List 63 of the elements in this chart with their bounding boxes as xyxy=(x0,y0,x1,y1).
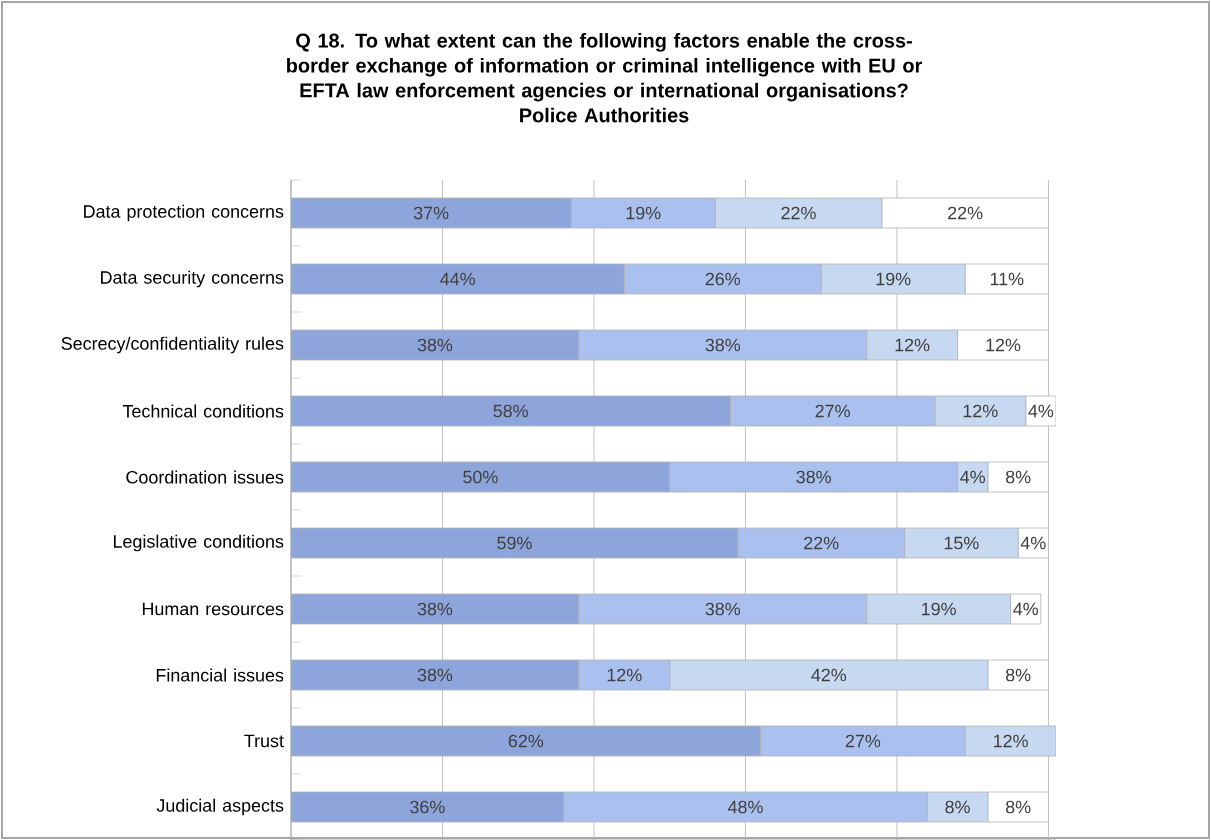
data-label: 8% xyxy=(1005,470,1031,484)
data-label: 48% xyxy=(727,800,763,814)
data-label: 44% xyxy=(440,272,475,286)
data-label: 42% xyxy=(811,668,847,682)
data-label: 26% xyxy=(705,272,741,286)
data-label: 19% xyxy=(922,602,956,616)
data-label: 62% xyxy=(508,734,544,748)
data-label: 12% xyxy=(963,404,998,418)
data-label: 59% xyxy=(497,536,532,550)
data-label: 12% xyxy=(994,734,1028,748)
data-label: 12% xyxy=(607,668,642,682)
y-tick-label: Secrecy/confidentiality rules xyxy=(61,336,284,354)
y-tick-label: Coordination issues xyxy=(126,470,284,484)
data-label: 19% xyxy=(876,272,911,286)
data-label: 38% xyxy=(705,338,741,352)
data-label: 50% xyxy=(463,470,498,484)
data-label: 15% xyxy=(944,536,979,550)
data-label: 22% xyxy=(781,206,816,220)
bar xyxy=(291,593,580,625)
bar xyxy=(291,725,762,757)
bar xyxy=(291,791,565,823)
data-label: 8% xyxy=(945,800,970,814)
bar xyxy=(291,329,580,361)
y-tick-label: Judicial aspects xyxy=(156,798,284,816)
data-label: 37% xyxy=(413,206,449,220)
data-label: 38% xyxy=(417,668,453,682)
y-tick-label: Data protection concerns xyxy=(84,204,284,222)
data-label: 38% xyxy=(417,338,453,352)
data-label: 38% xyxy=(796,470,831,484)
data-label: 36% xyxy=(410,800,445,814)
data-label: 11% xyxy=(990,272,1024,286)
bar xyxy=(291,197,572,229)
y-tick-label: Human resources xyxy=(142,602,284,616)
y-tick-label: Trust xyxy=(244,734,284,748)
data-label: 4% xyxy=(960,470,986,484)
data-label: 4% xyxy=(1013,602,1039,616)
y-tick-label: Financial issues xyxy=(156,668,284,682)
bar xyxy=(291,527,739,559)
data-label: 22% xyxy=(804,536,839,550)
bar xyxy=(291,263,625,295)
data-label: 19% xyxy=(626,206,661,220)
data-label: 38% xyxy=(417,602,453,616)
bar xyxy=(669,659,989,691)
data-label: 8% xyxy=(1005,668,1031,682)
data-label: 4% xyxy=(1020,536,1046,550)
data-label: 27% xyxy=(845,734,881,748)
bar xyxy=(291,461,671,493)
chart-subtitle: Police Authorities xyxy=(520,107,689,123)
y-tick-label: Legislative conditions xyxy=(113,534,284,552)
data-label: 4% xyxy=(1028,404,1054,418)
bar xyxy=(291,659,580,691)
data-label: 27% xyxy=(815,404,850,418)
y-tick-label: Data security concerns xyxy=(101,270,284,288)
data-label: 8% xyxy=(1005,800,1031,814)
bar xyxy=(714,197,883,229)
chart-title: Q 18. To what extent can the following factors enable the cross-border exchange of information or criminal intelligence with EU or EFTA law enforcement agencies or international organisations? xyxy=(287,33,923,102)
data-label: 58% xyxy=(493,404,528,418)
data-label: 22% xyxy=(948,206,983,220)
y-tick-label: Technical conditions xyxy=(122,404,284,418)
data-label: 12% xyxy=(986,338,1021,352)
bar xyxy=(291,395,731,427)
data-label: 12% xyxy=(895,338,930,352)
data-label: 38% xyxy=(705,602,741,616)
